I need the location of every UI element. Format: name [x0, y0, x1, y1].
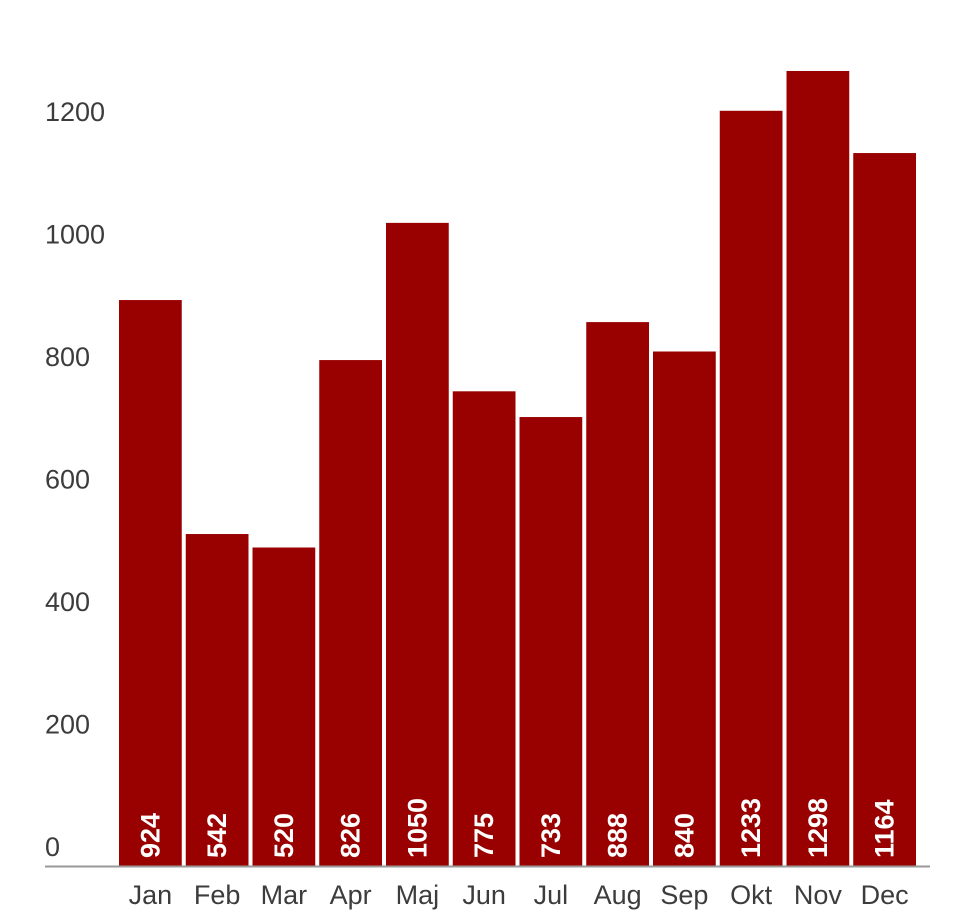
bar-jun [452, 391, 516, 866]
x-category-label: Nov [794, 880, 843, 910]
bar-value-label: 826 [336, 813, 366, 858]
bar-value-label: 1298 [803, 798, 833, 858]
bar-aug [586, 322, 649, 867]
bars [119, 70, 916, 867]
bar-feb [185, 534, 249, 866]
x-category-label: Feb [194, 880, 241, 910]
bar-value-label: 542 [202, 813, 232, 858]
y-tick-label: 200 [45, 710, 90, 740]
bar-nov [786, 70, 850, 867]
x-category-label: Mar [261, 880, 308, 910]
x-category-label: Apr [330, 880, 372, 910]
x-category-label: Sep [660, 880, 708, 910]
y-tick-label: 400 [45, 587, 90, 617]
bar-value-label: 520 [269, 813, 299, 858]
bar-jul [519, 417, 583, 866]
bar-value-label: 733 [536, 813, 566, 858]
x-category-label: Okt [730, 880, 773, 910]
y-tick-label: 1000 [45, 220, 105, 250]
bar-sep [653, 351, 716, 866]
bar-value-label: 775 [469, 813, 499, 858]
x-category-label: Jan [129, 880, 173, 910]
x-category-label: Jun [462, 880, 506, 910]
x-category-label: Maj [396, 880, 440, 910]
bar-okt [719, 110, 783, 867]
bar-maj [386, 222, 449, 866]
x-axis: Jan Feb Mar Apr Maj Jun Jul Aug Sep Okt Nov Dec [45, 865, 930, 910]
y-tick-label: 1200 [45, 97, 105, 127]
bar-value-label: 1050 [402, 798, 432, 858]
x-category-label: Dec [861, 880, 909, 910]
y-tick-label: 0 [45, 832, 60, 862]
y-axis: 0 200 400 600 800 1000 1200 [45, 97, 105, 862]
bar-value-label: 1233 [736, 798, 766, 858]
x-category-label: Aug [594, 880, 642, 910]
bar-value-label: 888 [603, 813, 633, 858]
y-tick-label: 600 [45, 465, 90, 495]
bar-value-label: 1164 [870, 799, 900, 858]
bar-mar [252, 547, 316, 866]
value-labels: 924 542 520 826 1050 775 733 888 840 1233 1298 1164 [135, 798, 899, 858]
bar-jan [119, 300, 182, 866]
bar-value-label: 924 [135, 813, 165, 858]
bar-apr [319, 360, 382, 866]
bar-dec [853, 153, 916, 867]
y-tick-label: 800 [45, 342, 90, 372]
bar-value-label: 840 [669, 813, 699, 858]
x-category-label: Jul [534, 880, 569, 910]
